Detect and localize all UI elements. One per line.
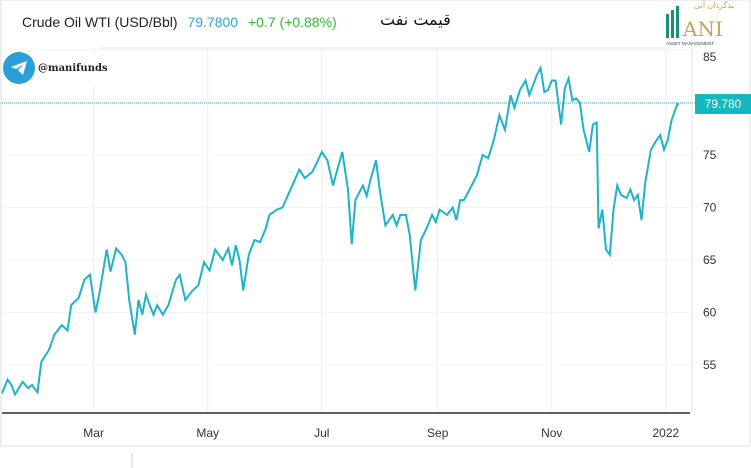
- chart-border: [0, 0, 751, 447]
- y-tick-label: 55: [703, 358, 717, 372]
- y-tick-label: 85: [703, 50, 717, 64]
- current-price: 79.7800: [187, 14, 239, 30]
- y-tick-label: 65: [703, 253, 717, 267]
- price-change: +0.7 (+0.88%): [247, 14, 337, 30]
- telegram-icon: [3, 52, 35, 84]
- x-tick-label: May: [196, 426, 219, 440]
- logo-persian: سبدگردان آنی: [694, 0, 734, 10]
- persian-title: قیمت نفت: [380, 10, 451, 29]
- ani-logo: ANI سبدگردان آنی ASSET MANAGEMENT: [666, 0, 734, 46]
- x-tick-label: Nov: [541, 426, 562, 440]
- logo-text: ANI: [682, 17, 723, 41]
- telegram-handle: @manifunds: [38, 62, 108, 74]
- telegram-badge[interactable]: @manifunds: [3, 52, 116, 84]
- y-tick-label: 60: [703, 306, 717, 320]
- logo-subtitle: ASSET MANAGEMENT: [666, 41, 714, 46]
- instrument-name: Crude Oil WTI (USD/Bbl): [22, 14, 178, 30]
- y-tick-label: 75: [703, 148, 717, 162]
- last-price-label: 79.780: [695, 94, 751, 114]
- price-series-line: [1, 64, 680, 397]
- y-tick-label: 70: [703, 201, 717, 215]
- x-tick-label: 2022: [652, 426, 679, 440]
- chart-header: Crude Oil WTI (USD/Bbl) 79.7800 +0.7 (+0…: [22, 14, 343, 30]
- x-tick-label: Sep: [427, 426, 449, 440]
- x-tick-label: Jul: [314, 426, 329, 440]
- x-tick-label: Mar: [83, 426, 104, 440]
